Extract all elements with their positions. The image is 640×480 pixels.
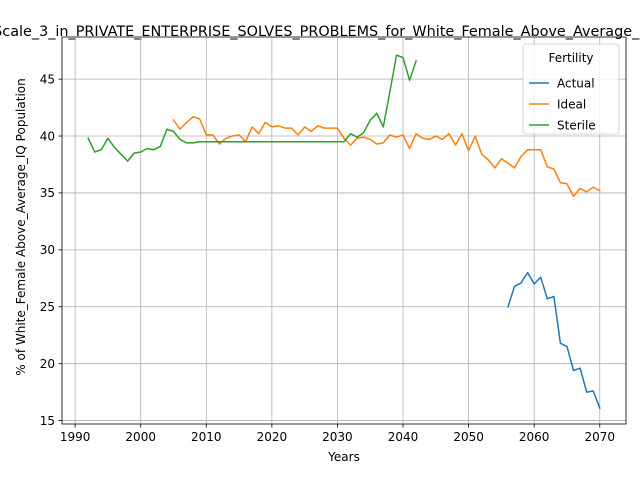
legend: Fertility Actual Ideal Sterile (522, 43, 620, 135)
legend-label-ideal: Ideal (557, 97, 586, 111)
y-tick-label: 40 (40, 129, 55, 143)
x-tick-label: 2040 (388, 430, 419, 444)
series-line-sterile (87, 54, 418, 162)
y-tick-label: 45 (40, 72, 55, 86)
x-axis-label: Years (327, 450, 360, 464)
series-line-actual (507, 271, 601, 410)
y-axis-label: % of White_Female Above_Average_IQ Popul… (14, 78, 28, 375)
y-tick-label: 30 (40, 243, 55, 257)
chart-title: Scale_3_in_PRIVATE_ENTERPRISE_SOLVES_PRO… (0, 24, 640, 40)
series-lines (87, 54, 601, 410)
x-tick-label: 2000 (125, 430, 156, 444)
legend-label-actual: Actual (557, 76, 595, 90)
series-line-ideal (172, 115, 601, 198)
legend-label-sterile: Sterile (557, 118, 596, 132)
y-tick-label: 15 (40, 414, 55, 428)
y-tick-label: 20 (40, 357, 55, 371)
x-tick-label: 2050 (453, 430, 484, 444)
x-tick-label: 1990 (60, 430, 91, 444)
legend-box (522, 43, 620, 135)
plot-frame (61, 36, 627, 425)
x-tick-label: 2020 (257, 430, 288, 444)
legend-title: Fertility (548, 51, 593, 65)
x-tick-label: 2030 (322, 430, 353, 444)
x-tick-label: 2060 (519, 430, 550, 444)
y-tick-label: 25 (40, 300, 55, 314)
x-tick-label: 2010 (191, 430, 222, 444)
y-axis: 15 20 25 30 35 40 45 (40, 72, 62, 428)
x-tick-label: 2070 (584, 430, 615, 444)
y-tick-label: 35 (40, 186, 55, 200)
x-axis: 1990 2000 2010 2020 2030 2040 2050 2060 2070 (60, 424, 615, 444)
